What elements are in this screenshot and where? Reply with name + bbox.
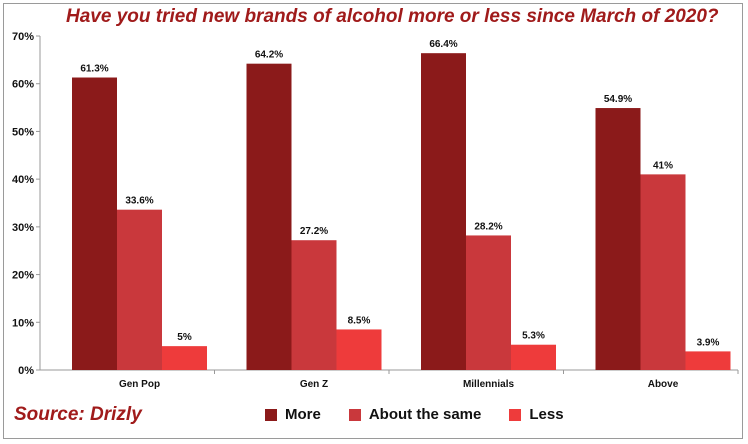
legend-label: More — [285, 406, 321, 423]
legend-item: Less — [509, 406, 564, 423]
data-label: 54.9% — [604, 94, 632, 105]
bar — [117, 209, 162, 370]
x-tick-label: Gen Pop — [119, 379, 160, 390]
bar — [595, 108, 641, 370]
data-label: 33.6% — [125, 196, 153, 207]
x-tick-label: Millennials — [463, 379, 515, 390]
y-tick-label: 0% — [18, 365, 34, 377]
axis-layer: 0% 10% 20% 30% 40% 50% 60% 70% — [12, 31, 739, 377]
bar — [336, 329, 382, 370]
legend-item: About the same — [348, 406, 482, 423]
data-label: 3.9% — [697, 337, 720, 348]
data-label: 5% — [177, 332, 192, 343]
y-tick-label: 70% — [12, 31, 34, 43]
bar — [291, 240, 337, 370]
bar — [421, 53, 466, 370]
label-layer: 61.3% 33.6% 5% Gen Pop 64.2% 27.2% 8.5% Gen Z 66… — [80, 39, 719, 390]
bar — [162, 346, 207, 370]
bar-layer — [72, 53, 731, 371]
y-tick-label: 50% — [12, 126, 34, 138]
legend: More About the same Less — [265, 406, 592, 423]
bar — [685, 351, 731, 370]
y-tick-label: 20% — [12, 270, 34, 282]
y-tick-label: 10% — [12, 317, 34, 329]
bar — [511, 344, 556, 370]
data-label: 5.3% — [522, 331, 545, 342]
legend-swatch — [265, 408, 277, 421]
y-tick-label: 40% — [12, 174, 34, 186]
legend-label: Less — [529, 406, 564, 423]
y-tick-label: 60% — [12, 79, 34, 91]
legend-label: About the same — [368, 406, 482, 423]
source-note: Source: Drizly — [14, 404, 142, 425]
bar — [466, 235, 511, 370]
data-label: 64.2% — [255, 50, 283, 61]
bar — [246, 63, 292, 370]
data-label: 28.2% — [474, 221, 502, 232]
data-label: 27.2% — [300, 226, 328, 237]
bar — [72, 77, 117, 371]
data-label: 8.5% — [348, 315, 371, 326]
data-label: 61.3% — [80, 64, 108, 75]
chart-title: Have you tried new brands of alcohol mor… — [66, 6, 719, 27]
data-label: 41% — [653, 160, 673, 171]
x-tick-label: Gen Z — [300, 379, 328, 390]
y-tick-label: 30% — [12, 222, 34, 234]
data-label: 66.4% — [429, 39, 457, 50]
legend-swatch — [348, 408, 361, 421]
legend-swatch — [509, 408, 522, 421]
x-tick-label: Above — [648, 379, 679, 390]
legend-item: More — [265, 406, 321, 423]
bar — [640, 174, 686, 370]
